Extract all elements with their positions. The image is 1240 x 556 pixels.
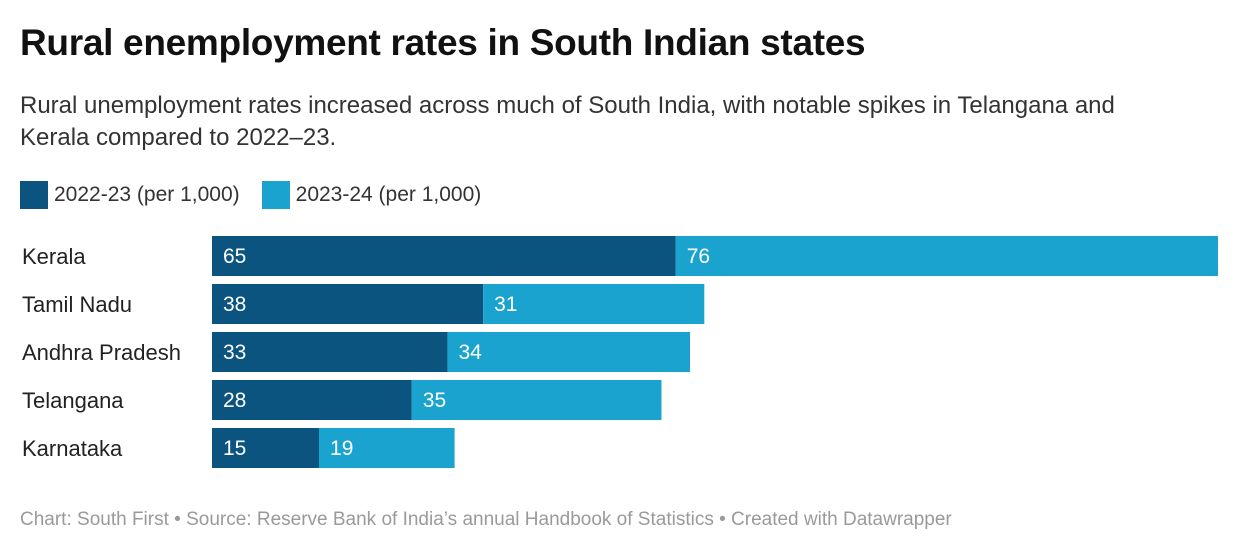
legend-swatch-2023-24 [261,181,290,209]
legend-label-2023-24: 2023-24 (per 1,000) [295,183,482,206]
value-label-andhra-pradesh-2023-24: 34 [458,341,482,364]
bar-tamil-nadu-2023-24 [483,284,705,324]
bar-andhra-pradesh-2023-24 [447,332,691,372]
value-label-tamil-nadu-2023-24: 31 [494,293,517,316]
category-label-andhra-pradesh: Andhra Pradesh [22,340,181,365]
bar-karnataka-2022-23 [212,428,320,468]
value-label-karnataka-2023-24: 19 [330,437,353,460]
legend-item-2022-23: 2022-23 (per 1,000) [20,181,240,209]
legend-item-2023-24: 2023-24 (per 1,000) [261,181,482,209]
value-label-kerala-2023-24: 76 [687,245,710,268]
value-label-kerala-2022-23: 65 [223,245,246,268]
bar-andhra-pradesh-2022-23 [212,332,448,372]
value-label-andhra-pradesh-2022-23: 33 [223,341,246,364]
category-label-tamil-nadu: Tamil Nadu [22,292,132,317]
value-label-telangana-2022-23: 28 [223,389,246,412]
bar-kerala-2023-24 [675,236,1218,276]
bar-karnataka-2023-24 [319,428,455,468]
legend-swatch-2022-23 [20,181,48,209]
legend: 2022-23 (per 1,000) 2023-24 (per 1,000) [20,181,503,209]
category-label-kerala: Kerala [22,244,86,269]
bar-telangana-2023-24 [411,380,662,420]
value-label-tamil-nadu-2022-23: 38 [223,293,246,316]
value-label-telangana-2023-24: 35 [423,389,446,412]
bar-telangana-2022-23 [212,380,412,420]
bar-kerala-2022-23 [212,236,676,276]
chart-subtitle: Rural unemployment rates increased acros… [20,92,1115,151]
category-label-karnataka: Karnataka [22,436,123,461]
bar-tamil-nadu-2022-23 [212,284,484,324]
category-label-telangana: Telangana [22,388,124,413]
value-label-karnataka-2022-23: 15 [223,437,246,460]
chart-footer: Chart: South First • Source: Reserve Ban… [20,509,952,530]
chart-title: Rural enemployment rates in South Indian… [20,22,866,63]
legend-label-2022-23: 2022-23 (per 1,000) [54,183,240,206]
